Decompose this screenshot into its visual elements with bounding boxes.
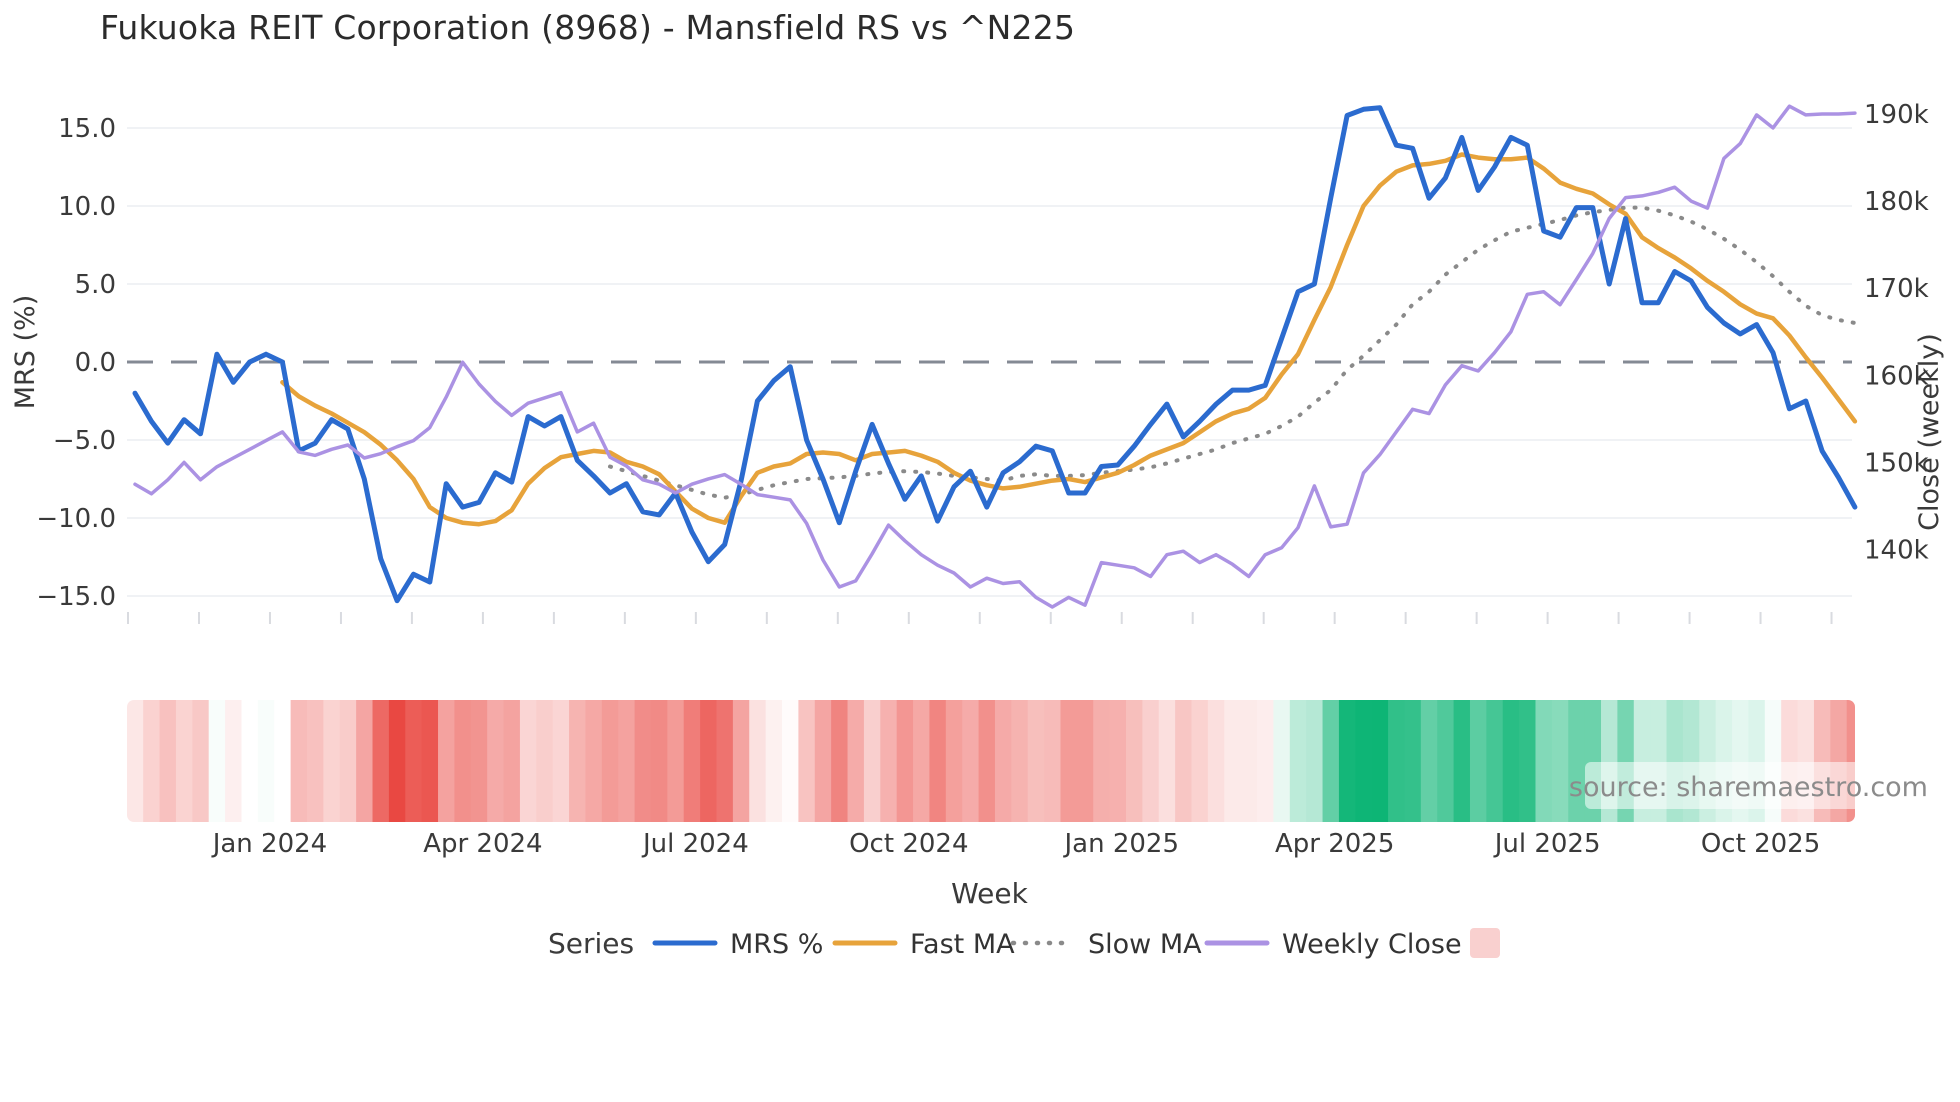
series-line-weekly-close bbox=[133, 104, 1857, 609]
legend-label: Weekly Close bbox=[1282, 929, 1462, 960]
source-text: source: sharemaestro.com bbox=[1569, 772, 1928, 803]
legend-item-mrs-: MRS % bbox=[652, 929, 823, 960]
source-box bbox=[1585, 762, 1937, 809]
legend: Series MRS % Fast MA Slow MA Weekly Close bbox=[548, 927, 1500, 960]
legend-label: Slow MA bbox=[1088, 929, 1202, 960]
y-axis-left-title: MRS (%) bbox=[10, 295, 41, 410]
y-axis-left-ticks: 15.0 10.0 5.0 0.0 −5.0 −10.0 −15.0 bbox=[36, 114, 116, 612]
series-line-slow-ma bbox=[608, 205, 1857, 500]
legend-label: Fast MA bbox=[910, 929, 1015, 960]
legend-swatch-square bbox=[1470, 928, 1500, 958]
svg-text:10.0: 10.0 bbox=[58, 192, 116, 222]
x-axis-title: Week bbox=[951, 877, 1028, 910]
svg-text:5.0: 5.0 bbox=[75, 270, 116, 300]
svg-text:Jan 2024: Jan 2024 bbox=[211, 829, 328, 859]
svg-text:140k: 140k bbox=[1864, 536, 1929, 566]
x-minor-ticks bbox=[127, 612, 1833, 624]
legend-label: MRS % bbox=[730, 929, 823, 960]
svg-text:Jul 2025: Jul 2025 bbox=[1493, 829, 1601, 859]
legend-item-weekly-close: Weekly Close bbox=[1204, 929, 1462, 960]
svg-text:0.0: 0.0 bbox=[75, 348, 116, 378]
y-axis-right-title: Close (weekly) bbox=[1914, 333, 1945, 531]
legend-title: Series bbox=[548, 927, 634, 960]
svg-text:Apr 2024: Apr 2024 bbox=[423, 829, 542, 859]
svg-text:Oct 2024: Oct 2024 bbox=[849, 829, 968, 859]
series-line-fast-ma bbox=[280, 152, 1858, 527]
svg-text:190k: 190k bbox=[1864, 100, 1929, 130]
svg-text:−15.0: −15.0 bbox=[36, 582, 116, 612]
legend-item-fast-ma: Fast MA bbox=[832, 929, 1015, 960]
svg-text:Apr 2025: Apr 2025 bbox=[1275, 829, 1394, 859]
x-axis-ticks: Jan 2024 Apr 2024 Jul 2024 Oct 2024 Jan 2025… bbox=[211, 829, 1821, 859]
svg-text:−5.0: −5.0 bbox=[53, 426, 116, 456]
series-line-mrs- bbox=[132, 105, 1858, 604]
svg-text:Oct 2025: Oct 2025 bbox=[1701, 829, 1820, 859]
chart-title: Fukuoka REIT Corporation (8968) - Mansfi… bbox=[100, 8, 1076, 47]
svg-text:170k: 170k bbox=[1864, 274, 1929, 304]
legend-item-slow-ma: Slow MA bbox=[1010, 929, 1202, 960]
svg-text:160k: 160k bbox=[1864, 361, 1929, 391]
legend-item-heatmap bbox=[1470, 928, 1500, 958]
svg-text:15.0: 15.0 bbox=[58, 114, 116, 144]
svg-text:Jul 2024: Jul 2024 bbox=[641, 829, 749, 859]
svg-text:180k: 180k bbox=[1864, 187, 1929, 217]
y-axis-right-ticks: 190k 180k 170k 160k 150k 140k bbox=[1864, 100, 1929, 566]
svg-text:Jan 2025: Jan 2025 bbox=[1062, 829, 1179, 859]
svg-text:−10.0: −10.0 bbox=[36, 504, 116, 534]
svg-text:150k: 150k bbox=[1864, 448, 1929, 478]
